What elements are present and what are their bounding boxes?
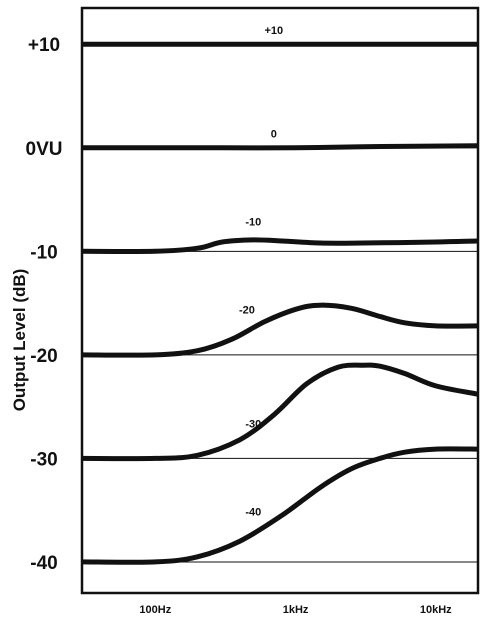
y-tick-label: -40 [30, 553, 57, 574]
y-tick-label: -20 [30, 346, 57, 367]
curve-labels: +10 0 -10 -20 -30 -40 [239, 25, 283, 518]
plot-border [80, 6, 480, 595]
x-tick-label: 10kHz [420, 604, 452, 616]
curve-label-1: +10 [264, 25, 283, 37]
response-curve-4 [81, 302, 479, 358]
x-tick-label: 1kHz [283, 604, 309, 616]
curve-label-6: -40 [245, 506, 261, 518]
response-curves [81, 41, 479, 565]
response-curve-5 [81, 362, 479, 462]
y-axis-label: Output Level (dB) [10, 269, 29, 412]
response-curve-3 [81, 237, 479, 255]
curve-label-3: -10 [245, 216, 261, 228]
response-curve-2 [82, 143, 479, 151]
x-tick-label: 100Hz [139, 604, 171, 616]
reference-lines [82, 43, 478, 563]
y-tick-label: +10 [28, 35, 60, 56]
curve-label-4: -20 [239, 304, 255, 316]
curve-label-5: -30 [245, 418, 261, 430]
y-tick-label: 0VU [26, 139, 63, 160]
y-axis-ticks: +10 0VU -10 -20 -30 -40 [26, 35, 63, 574]
curve-label-2: 0 [271, 128, 277, 140]
y-tick-label: -30 [30, 449, 57, 470]
y-tick-label: -10 [30, 242, 57, 263]
response-curve-6 [81, 446, 479, 565]
x-axis-ticks: 100Hz 1kHz 10kHz [139, 604, 452, 616]
chart-frame [80, 6, 480, 595]
